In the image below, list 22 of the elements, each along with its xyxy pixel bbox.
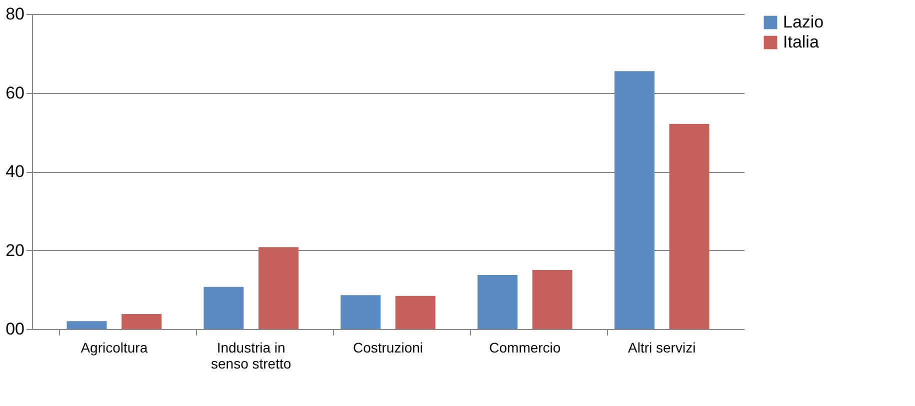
bar [478, 275, 518, 329]
bar [258, 247, 298, 329]
bar [614, 71, 654, 329]
bar [66, 321, 107, 329]
x-tick-label: Industria in senso stretto [211, 340, 292, 372]
y-tick-label: 40 [6, 162, 24, 181]
legend-label: Italia [783, 32, 820, 52]
bar [532, 270, 572, 329]
bar [669, 124, 710, 329]
y-tick-label: 80 [6, 4, 24, 24]
bar [340, 295, 381, 329]
bar [204, 286, 244, 329]
x-tick-label: Agricoltura [80, 340, 148, 356]
y-tick-label: 00 [6, 320, 24, 338]
bar [122, 314, 162, 329]
legend-label: Lazio [783, 12, 824, 32]
y-tick-label: 60 [6, 83, 24, 102]
x-tick-label: Commercio [489, 340, 561, 356]
x-tick-label: Costruzioni [352, 340, 424, 356]
y-tick-label: 20 [6, 240, 24, 260]
x-tick-label: Altri servizi [628, 340, 696, 356]
bar [395, 296, 436, 329]
